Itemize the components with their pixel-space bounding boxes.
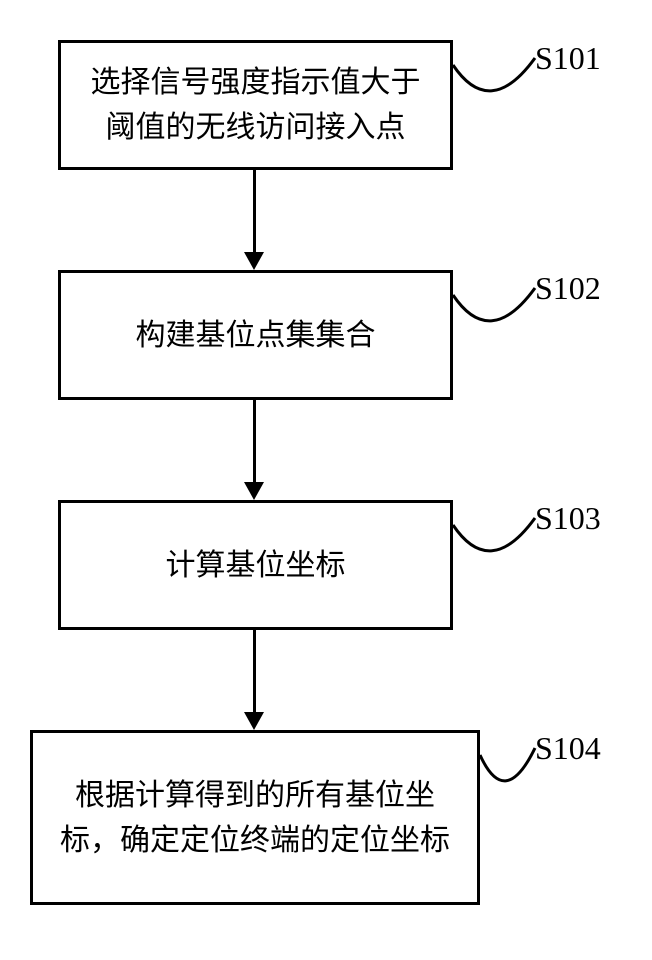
edge-arrowhead [244, 712, 264, 730]
flow-node-s101: 选择信号强度指示值大于阈值的无线访问接入点 [58, 40, 453, 170]
step-label-s103: S103 [535, 500, 601, 537]
edge-line [253, 170, 256, 252]
flow-node-s104: 根据计算得到的所有基位坐标，确定定位终端的定位坐标 [30, 730, 480, 905]
edge-line [253, 630, 256, 712]
step-label-s102: S102 [535, 270, 601, 307]
flow-node-s102: 构建基位点集集合 [58, 270, 453, 400]
flow-node-text: 构建基位点集集合 [136, 313, 376, 358]
flow-node-text: 选择信号强度指示值大于阈值的无线访问接入点 [79, 60, 432, 150]
step-label-s101: S101 [535, 40, 601, 77]
flow-node-s103: 计算基位坐标 [58, 500, 453, 630]
step-label-s104: S104 [535, 730, 601, 767]
edge-line [253, 400, 256, 482]
flow-node-text: 根据计算得到的所有基位坐标，确定定位终端的定位坐标 [51, 773, 459, 863]
flow-node-text: 计算基位坐标 [166, 543, 346, 588]
edge-arrowhead [244, 482, 264, 500]
edge-arrowhead [244, 252, 264, 270]
